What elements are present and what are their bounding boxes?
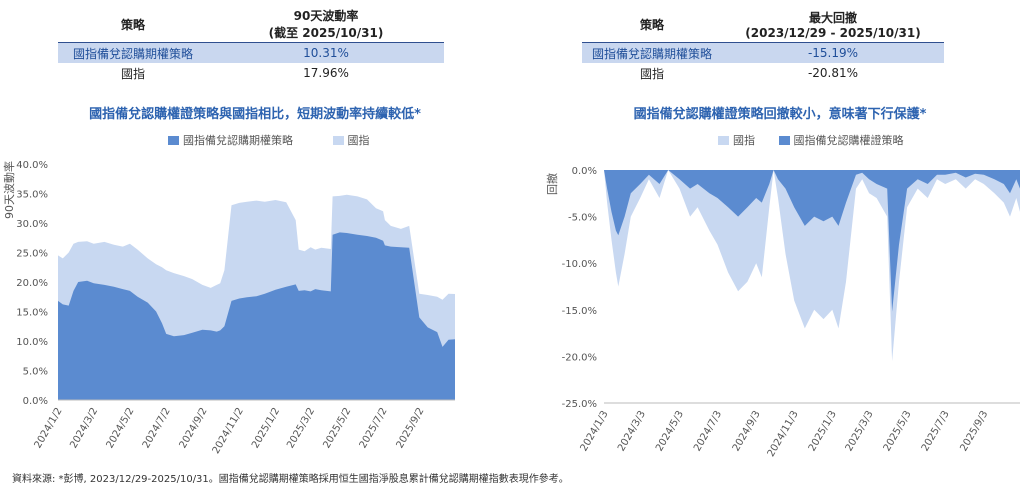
chart0-x-tick-label: 2025/1/2 xyxy=(250,406,282,450)
chart0-x-tick-label: 2024/1/2 xyxy=(33,406,65,450)
chart1-x-tick-label: 2024/3/3 xyxy=(616,409,648,453)
chart1-x-tick-label: 2025/7/3 xyxy=(920,409,952,453)
chart1-x-tick-label: 2025/5/3 xyxy=(882,409,914,453)
right-chart-legend: 國指 國指備兌認購權證策略 xyxy=(710,132,904,148)
chart0-y-tick-label: 15.0% xyxy=(16,308,48,319)
chart0-x-tick-label: 2024/11/2 xyxy=(211,406,246,456)
row-label: 國指 xyxy=(639,66,664,81)
legend-swatch-strategy xyxy=(778,136,790,145)
legend-label-index: 國指 xyxy=(733,134,755,147)
chart1-y-tick-label: -5.0% xyxy=(568,213,597,224)
chart1-area-series-1 xyxy=(604,170,1020,312)
chart0-x-tick-label: 2024/3/2 xyxy=(68,406,100,450)
legend-label-index: 國指 xyxy=(347,134,370,147)
chart0-x-tick-label: 2025/9/2 xyxy=(395,406,427,450)
row-label: 國指 xyxy=(120,66,145,81)
chart1-x-tick-label: 2024/1/3 xyxy=(579,409,611,453)
table-header-row: 策略 最大回撤 (2023/12/29 - 2025/10/31) xyxy=(582,6,944,43)
chart1-x-tick-label: 2025/1/3 xyxy=(807,409,839,453)
chart0-y-tick-label: 0.0% xyxy=(23,396,48,407)
row-label: 國指備兌認購期權策略 xyxy=(58,42,208,63)
legend-label-strategy: 國指備兌認購權證策略 xyxy=(793,134,904,147)
chart1-x-tick-label: 2024/5/3 xyxy=(654,409,686,453)
chart0-y-tick-label: 5.0% xyxy=(23,367,48,378)
chart1-x-tick-label: 2024/11/3 xyxy=(766,409,801,459)
row-value: 17.96% xyxy=(303,66,349,80)
source-note: 資料來源: *彭博, 2023/12/29-2025/10/31。國指備兌認購期… xyxy=(12,474,569,485)
legend-swatch-index xyxy=(332,136,344,145)
legend-swatch-strategy xyxy=(168,136,179,145)
chart1-x-tick-label: 2024/7/3 xyxy=(692,409,724,453)
row-value: -20.81% xyxy=(807,66,859,80)
table-header-strategy: 策略 xyxy=(58,6,208,43)
row-label: 國指備兌認購期權策略 xyxy=(582,42,722,63)
row-value: 10.31% xyxy=(208,42,444,63)
left-chart-title: 國指備兌認購權證策略與國指相比，短期波動率持續較低* xyxy=(89,107,421,122)
chart1-x-tick-label: 2025/9/3 xyxy=(958,409,990,453)
chart0-y-tick-label: 10.0% xyxy=(16,337,48,348)
table-header-metric-line2: (截至 2025/10/31) xyxy=(268,26,384,40)
table-header-metric-line1: 90天波動率 xyxy=(293,9,359,23)
table-row: 國指 17.96% xyxy=(58,63,444,83)
chart0-y-tick-label: 25.0% xyxy=(16,249,48,260)
legend-swatch-index xyxy=(718,136,729,145)
chart0-x-tick-label: 2025/7/2 xyxy=(358,406,390,450)
volatility-table: 策略 90天波動率 (截至 2025/10/31) 國指備兌認購期權策略 10.… xyxy=(58,6,444,83)
chart0-x-tick-label: 2025/3/2 xyxy=(285,406,317,450)
table-header-metric: 最大回撤 (2023/12/29 - 2025/10/31) xyxy=(722,6,944,43)
drawdown-table: 策略 最大回撤 (2023/12/29 - 2025/10/31) 國指備兌認購… xyxy=(582,6,944,83)
right-chart-title: 國指備兌認購權證策略回撤較小，意味著下行保護* xyxy=(633,107,927,122)
chart1-y-tick-label: -15.0% xyxy=(562,306,597,317)
chart0-y-axis-label: 90天波動率 xyxy=(2,161,16,219)
legend-label-strategy: 國指備兌認購期權策略 xyxy=(183,134,293,147)
chart1-y-axis-label: 回撤 xyxy=(545,173,559,195)
chart1-y-tick-label: -10.0% xyxy=(562,259,597,270)
table-header-metric-line1: 最大回撤 xyxy=(808,10,857,25)
chart1-y-tick-label: -25.0% xyxy=(562,399,597,410)
table-header-row: 策略 90天波動率 (截至 2025/10/31) xyxy=(58,6,444,43)
left-chart-legend: 國指備兌認購期權策略 國指 xyxy=(160,132,370,148)
chart0-area-series-0 xyxy=(58,232,455,400)
table-header-strategy: 策略 xyxy=(582,6,722,43)
chart0-y-tick-label: 30.0% xyxy=(16,219,48,230)
chart1-x-tick-label: 2025/3/3 xyxy=(844,409,876,453)
chart0-x-tick-label: 2024/5/2 xyxy=(105,406,137,450)
table-row: 國指備兌認購期權策略 10.31% xyxy=(58,42,444,63)
table-header-metric-line2: (2023/12/29 - 2025/10/31) xyxy=(745,25,921,40)
chart1-y-tick-label: -20.0% xyxy=(562,352,597,363)
chart0-y-tick-label: 35.0% xyxy=(16,190,48,201)
chart0-x-tick-label: 2025/5/2 xyxy=(321,406,353,450)
chart1-x-tick-label: 2024/9/3 xyxy=(731,409,763,453)
table-row: 國指備兌認購期權策略 -15.19% xyxy=(582,42,944,63)
chart0-x-tick-label: 2024/7/2 xyxy=(141,406,173,450)
table-header-metric: 90天波動率 (截至 2025/10/31) xyxy=(208,6,444,43)
chart1-y-tick-label: 0.0% xyxy=(572,166,597,177)
table-row: 國指 -20.81% xyxy=(582,63,944,83)
chart0-y-tick-label: 40.0% xyxy=(16,160,48,171)
chart0-y-tick-label: 20.0% xyxy=(16,278,48,289)
row-value: -15.19% xyxy=(722,42,944,63)
chart1-area-series-0 xyxy=(604,170,1020,362)
chart0-x-tick-label: 2024/9/2 xyxy=(178,406,210,450)
